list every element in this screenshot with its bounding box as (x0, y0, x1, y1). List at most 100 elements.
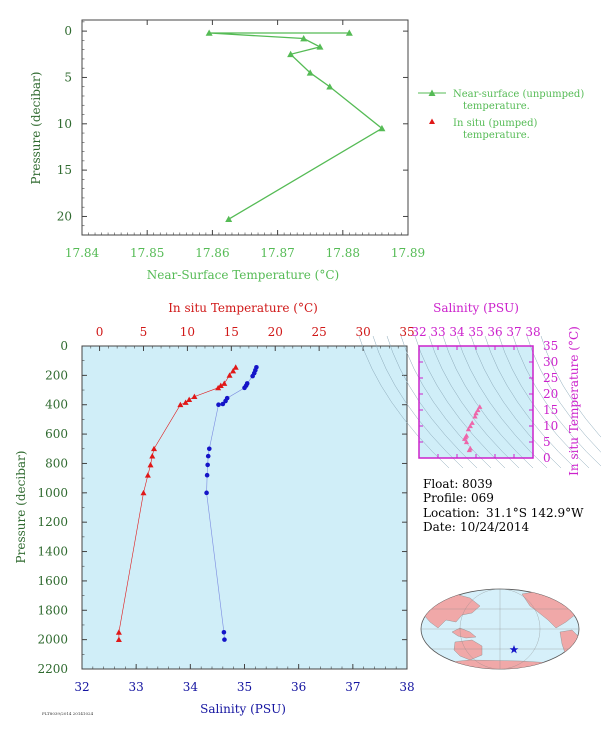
ts-salinity-tick-label: 36 (487, 325, 502, 339)
profile-chart: 0 5 10 15 20 25 30 35 32 33 34 35 36 37 38 0 200 400 600 80… (14, 301, 415, 716)
temp-tick-label: 0 (96, 325, 104, 339)
legend-insitu-label-2: temperature. (463, 130, 530, 141)
map-graticule (421, 589, 579, 669)
top-x-tick-label: 17.87 (260, 246, 294, 260)
top-unpumped-point (287, 50, 295, 58)
pressure-tick-label: 2200 (37, 662, 68, 676)
temperature-point (221, 380, 228, 386)
salinity-point (220, 401, 226, 407)
ts-chart-background (419, 346, 533, 458)
salinity-point (216, 402, 221, 408)
temperature-point (177, 401, 184, 408)
float-value: 8039 (462, 477, 493, 491)
salinity-point (222, 637, 227, 642)
ts-point (469, 420, 475, 425)
top-chart-x-axis-label: Near-Surface Temperature (°C) (147, 268, 339, 282)
temperature-point (232, 364, 239, 370)
top-unpumped-point (300, 35, 308, 42)
salinity-point (205, 462, 210, 468)
location-value: 31.1°S 142.9°W (486, 506, 584, 520)
pressure-tick-label: 1800 (37, 603, 68, 617)
top-unpumped-point (378, 124, 386, 132)
ts-point (475, 407, 481, 413)
ts-salinity-tick-label: 33 (430, 325, 445, 339)
pressure-tick-label: 1400 (37, 545, 68, 559)
profile-value: 069 (471, 491, 494, 505)
ts-density-contour (526, 335, 601, 453)
temperature-point (182, 399, 189, 405)
pressure-tick-label: 200 (45, 368, 68, 382)
salinity-tick-label: 36 (291, 680, 306, 694)
ts-density-contour (442, 335, 534, 469)
ts-density-contour (358, 335, 450, 469)
ts-temp-tick-label: 10 (543, 419, 558, 433)
profile-chart-series (115, 364, 259, 643)
salinity-point (206, 446, 212, 452)
salinity-point (250, 373, 255, 379)
salinity-point (221, 629, 227, 635)
legend-unpumped-marker (428, 89, 436, 96)
ts-temp-tick-label: 30 (543, 355, 558, 369)
ts-temp-tick-label: 20 (543, 387, 558, 401)
profile-chart-ticks: 0 5 10 15 20 25 30 35 32 33 34 35 36 37 38 0 200 400 600 80… (37, 325, 414, 694)
temp-tick-label: 5 (140, 325, 148, 339)
temp-tick-label: 35 (399, 325, 414, 339)
temperature-point (144, 472, 151, 478)
ts-salinity-tick-label: 32 (411, 325, 426, 339)
temperature-point (215, 384, 222, 391)
top-x-tick-label: 17.84 (65, 246, 100, 260)
salinity-tick-label: 35 (237, 680, 252, 694)
top-x-tick-label: 17.86 (195, 246, 229, 260)
pressure-tick-label: 1600 (37, 574, 68, 588)
profile-label: Profile: (423, 491, 467, 505)
top-chart-legend: Near-surface (unpumped) temperature. In … (418, 89, 584, 141)
date-value: 10/24/2014 (460, 520, 530, 534)
salinity-tick-label: 34 (183, 680, 199, 694)
temperature-point (140, 489, 147, 496)
top-unpumped-point (345, 29, 353, 36)
ts-density-contour (372, 335, 464, 469)
top-chart-ticks: 17.84 17.85 17.86 17.87 17.88 17.89 0 5 10 15 20 (57, 20, 425, 260)
top-y-tick-label: 15 (57, 163, 72, 177)
ts-temp-tick-label: 5 (543, 435, 551, 449)
date-label: Date: (423, 520, 456, 534)
legend-unpumped-label-2: temperature. (463, 101, 530, 112)
profile-top-axis-label: In situ Temperature (°C) (168, 301, 318, 315)
profile-bottom-axis-label: Salinity (PSU) (200, 702, 286, 716)
salinity-point (223, 398, 228, 404)
temperature-point (147, 461, 154, 468)
legend-unpumped-label-1: Near-surface (unpumped) (453, 89, 584, 100)
temp-tick-label: 10 (180, 325, 195, 339)
top-x-tick-label: 17.85 (130, 246, 164, 260)
legend-insitu-marker (429, 118, 435, 124)
ts-density-contour (428, 335, 520, 469)
float-info: Float: 8039 Profile: 069 Location: 31.1°… (423, 477, 584, 534)
temperature-point (151, 445, 158, 452)
temperature-point (230, 367, 237, 374)
temperature-point (217, 382, 224, 389)
ts-chart-series (462, 404, 483, 453)
ts-salinity-tick-label: 37 (506, 325, 521, 339)
salinity-tick-label: 33 (129, 680, 144, 694)
ts-density-contour (456, 335, 548, 469)
temperature-point (191, 393, 198, 400)
temperature-point (115, 636, 122, 643)
ts-point (473, 410, 479, 416)
temp-tick-label: 30 (355, 325, 370, 339)
temp-tick-label: 20 (268, 325, 283, 339)
top-unpumped-point (225, 215, 233, 223)
ts-point (467, 423, 473, 429)
temp-tick-label: 25 (312, 325, 327, 339)
top-x-tick-label: 17.89 (391, 246, 425, 260)
top-unpumped-point (205, 29, 213, 36)
salinity-tick-label: 37 (345, 680, 360, 694)
legend-insitu-label-1: In situ (pumped) (453, 118, 537, 129)
top-chart-series (205, 29, 386, 223)
top-y-tick-label: 10 (57, 117, 72, 131)
salinity-point (204, 490, 209, 496)
top-chart-y-axis-label: Pressure (decibar) (29, 72, 43, 185)
ts-density-contour (540, 335, 601, 438)
ts-density-contour (470, 335, 562, 469)
ts-point (466, 447, 472, 453)
